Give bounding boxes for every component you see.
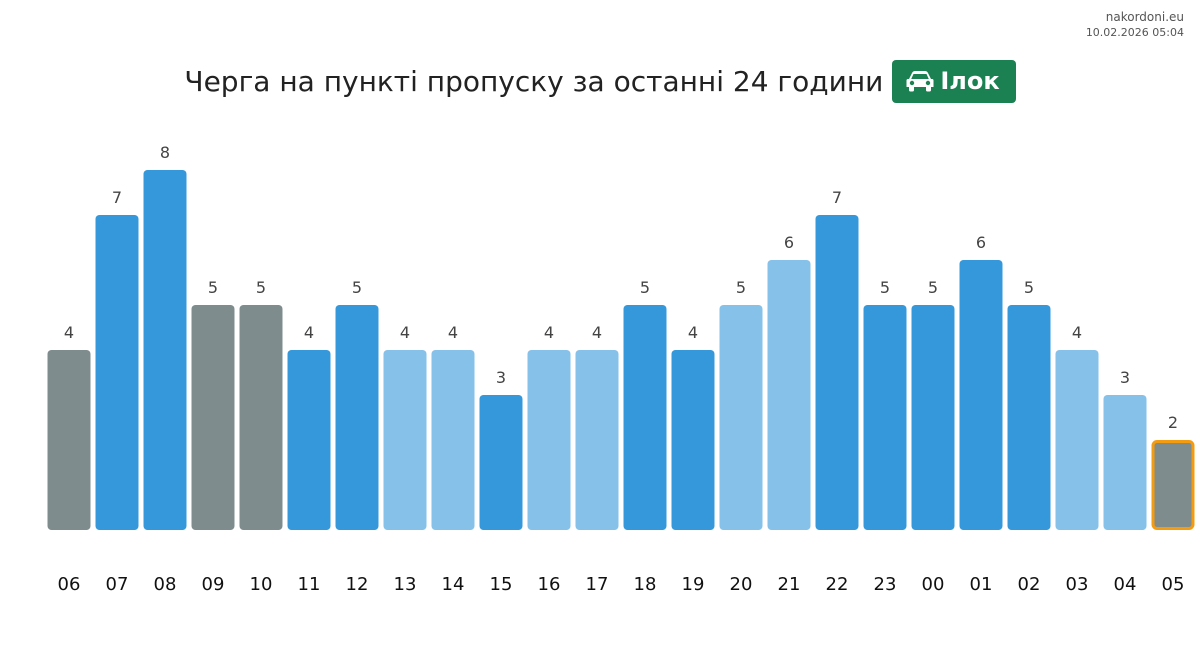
crossing-name: Ілок (940, 67, 1000, 95)
tick-label-20: 20 (730, 574, 753, 595)
data-label-11: 4 (304, 323, 314, 342)
data-label-20: 5 (736, 278, 746, 297)
bar-07 (95, 215, 139, 530)
page-title: Черга на пункті пропуску за останні 24 г… (184, 64, 884, 98)
tick-label-05: 05 (1162, 574, 1185, 595)
tick-label-13: 13 (394, 574, 417, 595)
tick-label-18: 18 (634, 574, 657, 595)
attribution: nakordoni.eu 10.02.2026 05:04 (1086, 9, 1184, 41)
data-label-05: 2 (1168, 413, 1178, 432)
tick-label-19: 19 (682, 574, 705, 595)
data-label-15: 3 (496, 368, 506, 387)
bar-22 (815, 215, 859, 530)
bar-10 (239, 305, 283, 530)
data-label-22: 7 (832, 188, 842, 207)
tick-label-23: 23 (874, 574, 897, 595)
bar-21 (767, 260, 811, 530)
bar-05 (1151, 440, 1195, 530)
data-label-19: 4 (688, 323, 698, 342)
data-label-01: 6 (976, 233, 986, 252)
tick-label-16: 16 (538, 574, 561, 595)
bar-13 (383, 350, 427, 530)
tick-label-14: 14 (442, 574, 465, 595)
tick-label-10: 10 (250, 574, 273, 595)
tick-label-00: 00 (922, 574, 945, 595)
bar-06 (47, 350, 91, 530)
bar-01 (959, 260, 1003, 530)
bar-17 (575, 350, 619, 530)
data-label-12: 5 (352, 278, 362, 297)
data-label-16: 4 (544, 323, 554, 342)
tick-label-15: 15 (490, 574, 513, 595)
tick-label-22: 22 (826, 574, 849, 595)
tick-label-11: 11 (298, 574, 321, 595)
bar-08 (143, 170, 187, 530)
data-label-00: 5 (928, 278, 938, 297)
tick-label-04: 04 (1114, 574, 1137, 595)
bar-00 (911, 305, 955, 530)
tick-label-12: 12 (346, 574, 369, 595)
data-label-09: 5 (208, 278, 218, 297)
car-icon (906, 70, 934, 92)
bar-04 (1103, 395, 1147, 530)
data-label-18: 5 (640, 278, 650, 297)
tick-label-21: 21 (778, 574, 801, 595)
data-label-14: 4 (448, 323, 458, 342)
chart-header: Черга на пункті пропуску за останні 24 г… (0, 59, 1200, 103)
data-label-17: 4 (592, 323, 602, 342)
bar-18 (623, 305, 667, 530)
site-name: nakordoni.eu (1105, 10, 1184, 24)
data-label-21: 6 (784, 233, 794, 252)
data-label-06: 4 (64, 323, 74, 342)
bar-09 (191, 305, 235, 530)
bar-14 (431, 350, 475, 530)
data-label-23: 5 (880, 278, 890, 297)
bar-15 (479, 395, 523, 530)
bar-23 (863, 305, 907, 530)
tick-label-08: 08 (154, 574, 177, 595)
tick-label-09: 09 (202, 574, 225, 595)
tick-label-03: 03 (1066, 574, 1089, 595)
data-label-13: 4 (400, 323, 410, 342)
tick-label-07: 07 (106, 574, 129, 595)
timestamp: 10.02.2026 05:04 (1085, 26, 1184, 39)
data-label-03: 4 (1072, 323, 1082, 342)
bar-11 (287, 350, 331, 530)
bar-02 (1007, 305, 1051, 530)
tick-label-02: 02 (1018, 574, 1041, 595)
tick-label-06: 06 (58, 574, 81, 595)
data-label-10: 5 (256, 278, 266, 297)
data-label-07: 7 (112, 188, 122, 207)
data-label-02: 5 (1024, 278, 1034, 297)
bar-19 (671, 350, 715, 530)
crossing-badge: Ілок (892, 59, 1016, 103)
tick-label-17: 17 (586, 574, 609, 595)
bar-03 (1055, 350, 1099, 530)
bar-12 (335, 305, 379, 530)
bar-20 (719, 305, 763, 530)
bar-16 (527, 350, 571, 530)
data-label-04: 3 (1120, 368, 1130, 387)
tick-label-01: 01 (970, 574, 993, 595)
data-label-08: 8 (160, 143, 170, 162)
